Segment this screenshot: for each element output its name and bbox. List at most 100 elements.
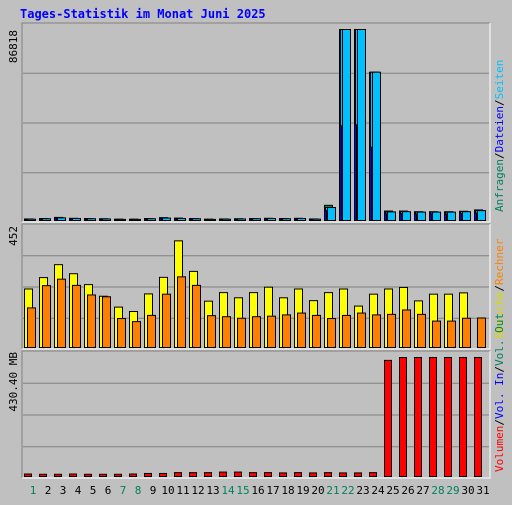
bar-volumen xyxy=(429,357,437,477)
bar-seiten-front xyxy=(87,218,96,221)
legend-item: Besuche xyxy=(493,292,506,338)
legend-visits: Besuche/Rechner xyxy=(493,238,506,338)
bar-volumen xyxy=(159,472,167,478)
bar-seiten-front xyxy=(207,218,216,221)
bar-dateien xyxy=(264,218,267,221)
bar-dateien xyxy=(339,125,342,221)
bar-rechner xyxy=(282,314,291,348)
bar-rechner xyxy=(252,316,261,348)
day-label: 15 xyxy=(236,484,249,497)
y-max-label-visits: 452 xyxy=(7,226,20,246)
day-label: 11 xyxy=(176,484,189,497)
day-label: 14 xyxy=(221,484,235,497)
bar-dateien xyxy=(354,124,357,221)
bar-dateien xyxy=(204,219,207,221)
y-max-label-volume: 430.40 MB xyxy=(7,352,20,412)
bar-rechner xyxy=(417,313,426,348)
bar-volumen xyxy=(354,472,362,478)
bar-seiten-front xyxy=(447,211,456,222)
bar-seiten-front xyxy=(267,218,276,221)
bar-dateien xyxy=(144,218,147,221)
bar-volumen xyxy=(189,472,197,477)
bar-rechner xyxy=(72,284,81,348)
day-label: 21 xyxy=(326,484,339,497)
bar-volumen xyxy=(219,471,227,477)
legend-item: Vol. In xyxy=(493,373,506,419)
day-label: 27 xyxy=(416,484,429,497)
bar-rechner xyxy=(387,313,396,348)
day-label: 16 xyxy=(251,484,264,497)
bar-dateien xyxy=(129,219,132,221)
bar-seiten-front xyxy=(222,218,231,221)
bar-volumen xyxy=(459,357,467,477)
bar-dateien xyxy=(459,213,462,222)
day-label: 10 xyxy=(161,484,174,497)
bar-rechner xyxy=(477,317,486,348)
bar-rechner xyxy=(357,312,366,348)
bar-volumen xyxy=(144,472,152,478)
day-label: 19 xyxy=(296,484,309,497)
bar-volumen xyxy=(129,473,137,478)
day-label: 17 xyxy=(266,484,279,497)
bar-volumen xyxy=(369,472,377,477)
bar-volumen xyxy=(84,473,92,478)
day-label: 1 xyxy=(30,484,37,497)
bar-dateien xyxy=(24,218,27,221)
bar-rechner xyxy=(132,321,141,349)
legend-item: Rechner xyxy=(493,238,506,285)
bar-volumen xyxy=(24,473,32,478)
bar-volumen xyxy=(294,472,302,477)
day-label: 5 xyxy=(90,484,97,497)
bar-rechner xyxy=(402,309,411,349)
bar-dateien xyxy=(69,218,72,221)
plot-area-volume-light-edge xyxy=(22,351,491,479)
bar-seiten-front xyxy=(117,218,126,221)
day-label: 18 xyxy=(281,484,294,497)
bar-seiten-front xyxy=(282,218,291,221)
bar-volumen xyxy=(114,473,122,478)
bar-dateien xyxy=(54,217,57,221)
bar-seiten-front xyxy=(342,29,351,221)
plot-area-hits-shadow-edge xyxy=(21,22,490,222)
bar-dateien xyxy=(39,218,42,221)
day-label: 28 xyxy=(431,484,444,497)
bar-volumen xyxy=(279,472,287,478)
bar-volumen xyxy=(234,471,242,477)
legend-volume: Volumen/Vol. In/Vol. Out xyxy=(493,313,506,472)
bar-seiten-front xyxy=(372,71,381,221)
day-label: 9 xyxy=(150,484,157,497)
legend-item: / xyxy=(493,419,506,426)
bar-seiten-front xyxy=(432,211,441,222)
legend-item: Anfragen xyxy=(493,159,506,212)
bar-rechner xyxy=(297,312,306,348)
day-label: 30 xyxy=(461,484,474,497)
bar-seiten-front xyxy=(402,211,411,221)
day-label: 12 xyxy=(191,484,204,497)
bar-seiten-front xyxy=(387,211,396,222)
legend-hits: Anfragen/Dateien/Seiten xyxy=(493,60,506,212)
bar-seiten-front xyxy=(417,211,426,222)
day-label: 7 xyxy=(120,484,127,497)
legend-item: Vol. Out xyxy=(493,313,506,366)
legend-item: / xyxy=(493,285,506,292)
bar-rechner xyxy=(312,314,321,348)
bar-rechner xyxy=(267,315,276,348)
day-label: 31 xyxy=(476,484,489,497)
bar-seiten-front xyxy=(192,218,201,221)
y-max-label-hits: 86818 xyxy=(7,30,20,63)
bar-rechner xyxy=(102,296,111,348)
bar-dateien xyxy=(189,218,192,221)
bar-seiten-front xyxy=(162,217,171,222)
bar-rechner xyxy=(462,317,471,348)
panel-visits: 452 Besuche/Rechner xyxy=(7,223,506,350)
day-label: 13 xyxy=(206,484,219,497)
bar-volumen xyxy=(69,473,77,478)
bar-seiten-front xyxy=(297,218,306,221)
bar-volumen xyxy=(384,359,392,477)
bar-dateien xyxy=(234,218,237,221)
bar-dateien xyxy=(369,146,372,222)
day-label: 2 xyxy=(45,484,52,497)
bar-seiten-front xyxy=(57,217,66,222)
